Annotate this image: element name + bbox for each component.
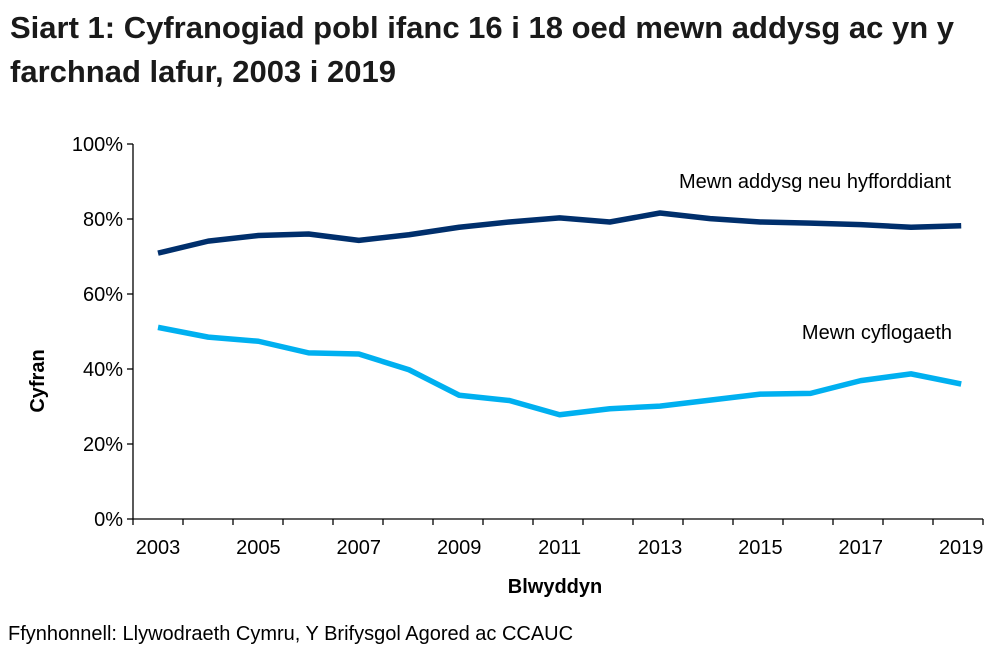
x-tick-label: 2007 xyxy=(337,537,382,559)
chart-title: Siart 1: Cyfranogiad pobl ifanc 16 i 18 … xyxy=(10,10,955,89)
y-tick-label: 40% xyxy=(83,359,123,381)
y-tick-label: 60% xyxy=(83,284,123,306)
x-tick-label: 2003 xyxy=(136,537,181,559)
x-tick-label: 2019 xyxy=(939,537,984,559)
series-label-education: Mewn addysg neu hyfforddiant xyxy=(679,171,951,193)
x-tick-label: 2005 xyxy=(236,537,281,559)
x-tick-label: 2015 xyxy=(738,537,783,559)
y-axis-label: Cyfran xyxy=(27,349,49,412)
y-tick-label: 20% xyxy=(83,434,123,456)
x-tick-label: 2017 xyxy=(839,537,884,559)
series-label-employment: Mewn cyflogaeth xyxy=(802,322,952,344)
y-tick-label: 80% xyxy=(83,209,123,231)
series-line-education xyxy=(157,210,962,256)
x-tick-label: 2013 xyxy=(638,537,683,559)
x-tick-label: 2009 xyxy=(437,537,482,559)
x-axis-label: Blwyddyn xyxy=(508,576,602,598)
source-note: Ffynhonnell: Llywodraeth Cymru, Y Brifys… xyxy=(8,623,574,645)
x-tick-label: 2011 xyxy=(538,537,581,559)
y-tick-label: 100% xyxy=(72,134,123,156)
y-tick-label: 0% xyxy=(94,509,123,531)
